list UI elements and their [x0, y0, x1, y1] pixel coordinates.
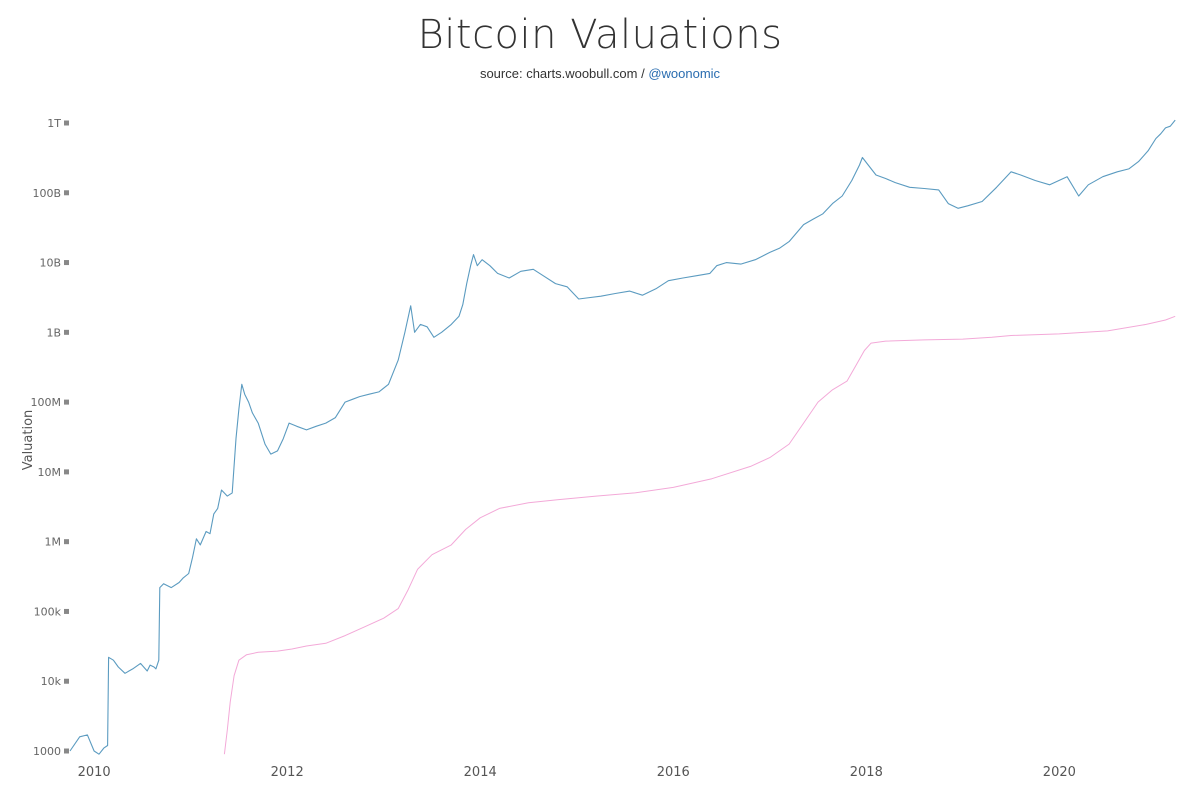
- series-line-2: [223, 315, 1176, 755]
- y-tick-mark: [64, 399, 69, 405]
- x-tick-label: 2012: [271, 765, 304, 780]
- y-tick-label: 100M: [31, 396, 62, 409]
- y-tick-mark: [64, 469, 69, 475]
- series-layer: [69, 119, 1176, 755]
- y-tick-label: 100B: [32, 187, 61, 200]
- y-tick-mark: [64, 608, 69, 614]
- y-tick-label: 10M: [38, 466, 62, 479]
- y-tick-mark: [64, 260, 69, 266]
- y-tick-mark: [64, 120, 69, 126]
- y-tick-mark: [64, 678, 69, 684]
- x-axis: 2010 2012 2014 2016 2018 2020: [78, 765, 1076, 780]
- y-tick-label: 10k: [41, 675, 62, 688]
- y-tick-label: 1M: [45, 536, 62, 549]
- y-tick-label: 1000: [33, 745, 61, 758]
- y-tick-label: 10B: [39, 257, 61, 270]
- y-tick-mark: [64, 190, 69, 196]
- x-tick-label: 2016: [657, 765, 690, 780]
- y-tick-mark: [64, 539, 69, 545]
- chart-title: Bitcoin Valuations: [417, 12, 783, 58]
- source-text: source: charts.woobull.com /: [479, 66, 649, 81]
- y-tick-label: 100k: [34, 605, 62, 618]
- author-handle-link[interactable]: @woonomic: [648, 66, 721, 81]
- series-line-1: [69, 119, 1176, 755]
- chart-subtitle: source: charts.woobull.com / @woonomic: [0, 66, 1200, 81]
- y-tick-mark: [64, 329, 69, 335]
- x-tick-label: 2010: [78, 765, 111, 780]
- x-tick-label: 2020: [1043, 765, 1076, 780]
- y-tick-label: 1B: [46, 326, 61, 339]
- x-tick-label: 2014: [464, 765, 497, 780]
- y-axis: 1000 10k 100k 1M 10M 100M 1B 10B 100B 1T: [31, 117, 69, 758]
- y-axis-label: Valuation: [21, 410, 36, 471]
- y-tick-mark: [64, 748, 69, 754]
- y-tick-label: 1T: [47, 117, 61, 130]
- x-tick-label: 2018: [850, 765, 883, 780]
